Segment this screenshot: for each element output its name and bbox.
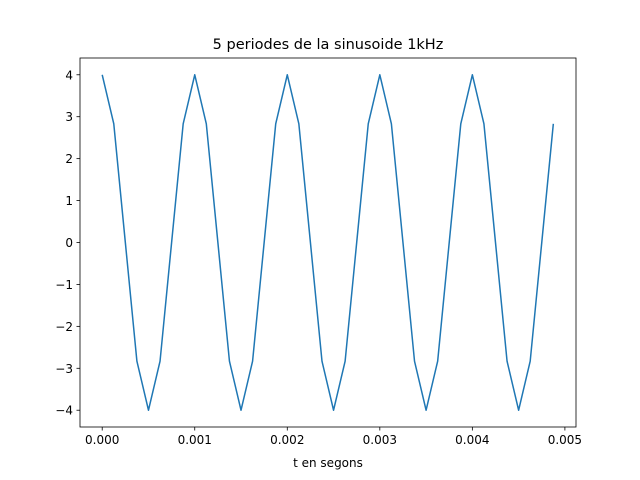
y-tick-label: 1 <box>65 194 73 208</box>
y-tick-label: 3 <box>65 110 73 124</box>
y-tick-label: 0 <box>65 236 73 250</box>
x-tick-label: 0.004 <box>455 433 489 447</box>
y-tick-label: −4 <box>55 404 73 418</box>
chart-title: 5 periodes de la sinusoide 1kHz <box>213 37 444 53</box>
x-tick-label: 0.002 <box>270 433 304 447</box>
plot-area <box>101 74 555 411</box>
series-line-0 <box>101 74 555 411</box>
x-tick-label: 0.000 <box>85 433 119 447</box>
y-tick-label: −3 <box>55 362 73 376</box>
y-tick-label: −1 <box>55 278 73 292</box>
axes-frame <box>79 57 577 428</box>
y-tick-label: 4 <box>65 68 73 82</box>
axis-ticks: 0.000 0.001 0.002 0.003 0.004 0.005 −4 −3 −2 −1 0 1… <box>55 68 582 447</box>
y-tick-label: 2 <box>65 152 73 166</box>
x-axis-label: t en segons <box>293 456 363 470</box>
x-tick-label: 0.001 <box>178 433 212 447</box>
y-tick-label: −2 <box>55 320 73 334</box>
x-tick-label: 0.005 <box>548 433 582 447</box>
x-tick-label: 0.003 <box>363 433 397 447</box>
